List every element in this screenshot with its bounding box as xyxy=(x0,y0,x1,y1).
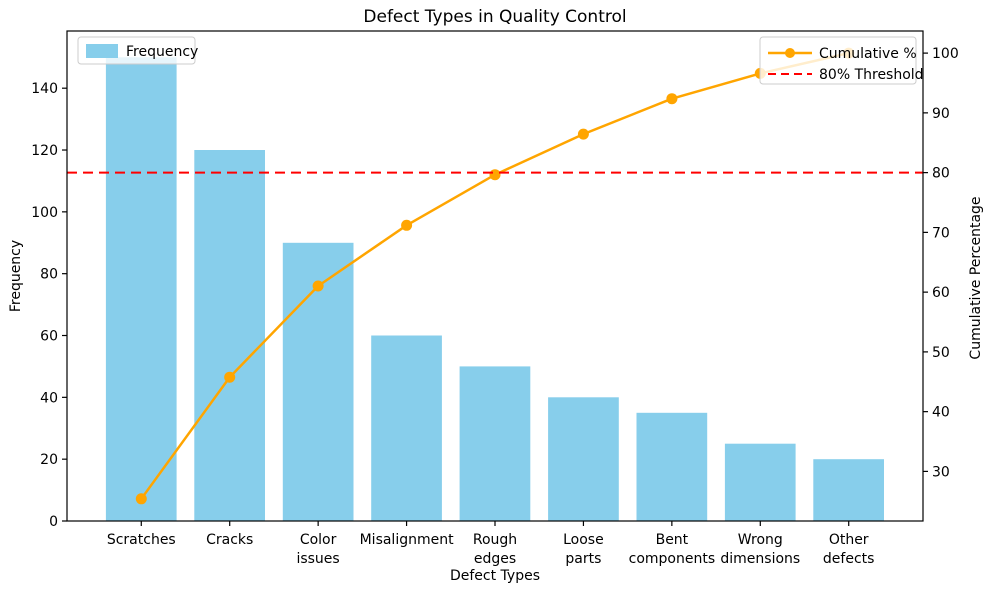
frequency-bar xyxy=(105,57,177,522)
legend-label-cumulative: Cumulative % xyxy=(819,46,917,62)
y-right-tick-label: 30 xyxy=(932,464,950,480)
x-axis-label: Defect Types xyxy=(450,568,540,584)
x-tick-label: Rough xyxy=(473,532,517,548)
legend-swatch-frequency xyxy=(86,44,118,58)
y-axis-left-label: Frequency xyxy=(8,240,24,312)
frequency-bar xyxy=(194,150,265,521)
cumulative-marker xyxy=(489,169,501,181)
x-tick-label: issues xyxy=(296,551,339,567)
frequency-bar xyxy=(813,459,884,521)
y-right-tick-label: 100 xyxy=(932,46,959,62)
legend-label-frequency: Frequency xyxy=(126,44,198,60)
y-left-tick-label: 40 xyxy=(40,390,58,406)
y-left-tick-label: 140 xyxy=(31,81,58,97)
frequency-bar xyxy=(548,397,619,521)
frequency-bar xyxy=(636,412,708,521)
cumulative-marker xyxy=(135,493,147,505)
x-tick-label: Scratches xyxy=(107,532,176,548)
x-tick-label: defects xyxy=(823,551,875,567)
y-left-tick-label: 120 xyxy=(31,143,58,159)
cumulative-marker xyxy=(401,219,413,231)
y-left-tick-label: 80 xyxy=(40,267,58,283)
x-tick-label: Bent xyxy=(656,532,689,548)
x-tick-label: Other xyxy=(829,532,869,548)
y-axis-right-label: Cumulative Percentage xyxy=(968,196,984,359)
x-tick-label: Cracks xyxy=(206,532,253,548)
y-right-tick-label: 40 xyxy=(932,405,950,421)
y-right-tick-label: 90 xyxy=(932,106,950,122)
chart-title: Defect Types in Quality Control xyxy=(363,7,626,27)
y-left-tick-label: 20 xyxy=(40,452,58,468)
x-tick-label: Color xyxy=(300,532,337,548)
y-left-tick-label: 60 xyxy=(40,329,58,345)
x-tick-label: Misalignment xyxy=(360,532,455,548)
y-left-tick-label: 0 xyxy=(49,514,58,530)
legend-label-threshold: 80% Threshold xyxy=(819,67,924,83)
x-tick-label: parts xyxy=(565,551,601,567)
x-tick-label: Wrong xyxy=(738,532,783,548)
legend-frequency: Frequency xyxy=(77,36,198,65)
y-right-tick-label: 60 xyxy=(932,285,950,301)
frequency-bar xyxy=(724,443,796,521)
cumulative-marker xyxy=(666,93,678,105)
cumulative-marker xyxy=(224,371,236,383)
x-tick-label: edges xyxy=(474,551,516,567)
x-tick-label: dimensions xyxy=(720,551,800,567)
cumulative-marker xyxy=(577,128,589,140)
y-right-tick-label: 70 xyxy=(932,225,950,241)
frequency-bar xyxy=(459,366,531,521)
y-right-tick-label: 80 xyxy=(932,166,950,182)
frequency-bar xyxy=(371,335,442,521)
legend-box xyxy=(759,36,917,85)
x-tick-label: Loose xyxy=(563,532,604,548)
legend-marker-sample xyxy=(785,48,795,58)
x-tick-label: components xyxy=(629,551,716,567)
y-left-tick-label: 100 xyxy=(31,205,58,221)
y-right-tick-label: 50 xyxy=(932,345,950,361)
legend-cumulative: Cumulative % 80% Threshold xyxy=(759,36,924,85)
cumulative-marker xyxy=(312,280,324,292)
